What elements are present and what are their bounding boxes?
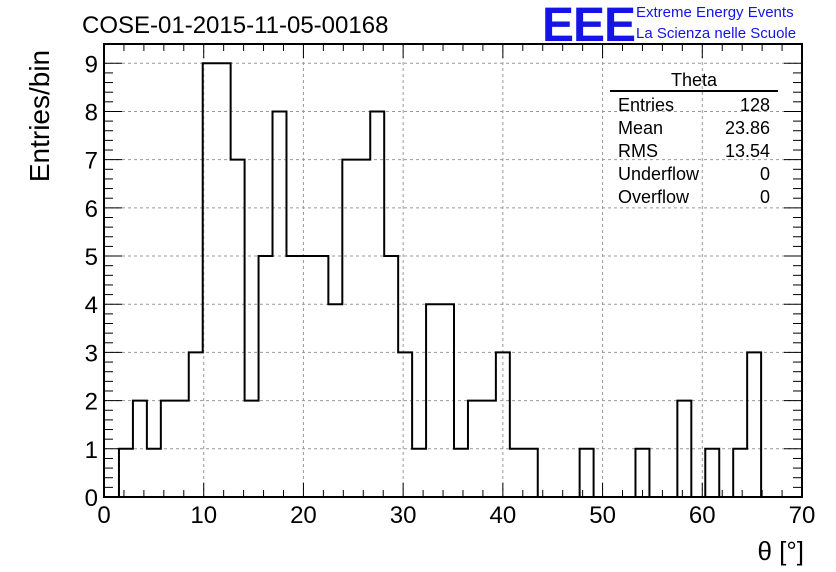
histogram-bin (217, 63, 231, 497)
histogram-bin (189, 352, 203, 497)
histogram-bin (342, 160, 356, 497)
histogram-bin (524, 449, 538, 497)
stats-row-rms: RMS 13.54 (610, 140, 778, 163)
histogram-bin (454, 449, 468, 497)
stats-value: 23.86 (724, 118, 770, 138)
histogram-bin (231, 160, 245, 497)
x-tick-label: 0 (97, 502, 110, 529)
x-axis-label: θ [°] (757, 536, 804, 566)
histogram-bin (300, 256, 314, 497)
x-tick-label: 30 (390, 502, 417, 529)
histogram-bin (147, 449, 161, 497)
histogram-bin (677, 401, 691, 497)
histogram-bin (412, 449, 426, 497)
y-tick-label: 9 (85, 51, 98, 78)
y-tick-label: 7 (85, 148, 98, 175)
y-tick-label: 3 (85, 340, 98, 367)
stats-title: Theta (610, 70, 778, 92)
stats-label: Entries (618, 95, 675, 115)
histogram-bin (314, 256, 328, 497)
stats-row-entries: Entries 128 (610, 94, 778, 117)
histogram-bin (733, 449, 747, 497)
histogram-bin (356, 160, 370, 497)
eee-logo: EEE (542, 0, 636, 52)
histogram-bin (580, 449, 594, 497)
stats-box: Theta Entries 128 Mean 23.86 RMS 13.54 U… (610, 70, 778, 209)
y-tick-label: 2 (85, 389, 98, 416)
logo-subtitle-1: Extreme Energy Events (636, 4, 794, 21)
stats-value: 128 (739, 95, 770, 115)
stats-value: 0 (759, 187, 770, 207)
y-tick-label: 6 (85, 196, 98, 223)
histogram-bin (286, 256, 300, 497)
plot-title: COSE-01-2015-11-05-00168 (82, 12, 389, 39)
x-tick-label: 60 (689, 502, 716, 529)
stats-row-underflow: Underflow 0 (610, 163, 778, 186)
plot-frame (103, 43, 803, 498)
histogram-bin (635, 449, 649, 497)
histogram-bin (203, 63, 217, 497)
stats-value: 0 (759, 164, 770, 184)
stats-label: Mean (618, 118, 664, 138)
histogram-bin (705, 449, 719, 497)
x-tick-label: 70 (789, 502, 816, 529)
y-tick-label: 4 (85, 292, 98, 319)
x-tick-label: 40 (490, 502, 517, 529)
stats-row-overflow: Overflow 0 (610, 186, 778, 209)
y-tick-label: 0 (85, 485, 98, 512)
y-tick-label: 5 (85, 244, 98, 271)
histogram-bin (398, 352, 412, 497)
logo-subtitle-2: La Scienza nelle Scuole (636, 25, 797, 42)
histogram-bin (747, 352, 761, 497)
x-tick-label: 10 (190, 502, 217, 529)
histogram-bin (259, 256, 273, 497)
x-tick-label: 50 (589, 502, 616, 529)
x-tick-label: 20 (290, 502, 317, 529)
y-axis-label: Entries/bin (24, 49, 55, 183)
stats-label: Underflow (618, 164, 700, 184)
histogram-bin (510, 449, 524, 497)
y-tick-label: 8 (85, 99, 98, 126)
histogram-bin (119, 449, 133, 497)
histogram-bin (384, 256, 398, 497)
y-tick-label: 1 (85, 437, 98, 464)
stats-label: Overflow (618, 187, 690, 207)
stats-row-mean: Mean 23.86 (610, 117, 778, 140)
stats-value: 13.54 (724, 141, 770, 161)
stats-label: RMS (618, 141, 658, 161)
